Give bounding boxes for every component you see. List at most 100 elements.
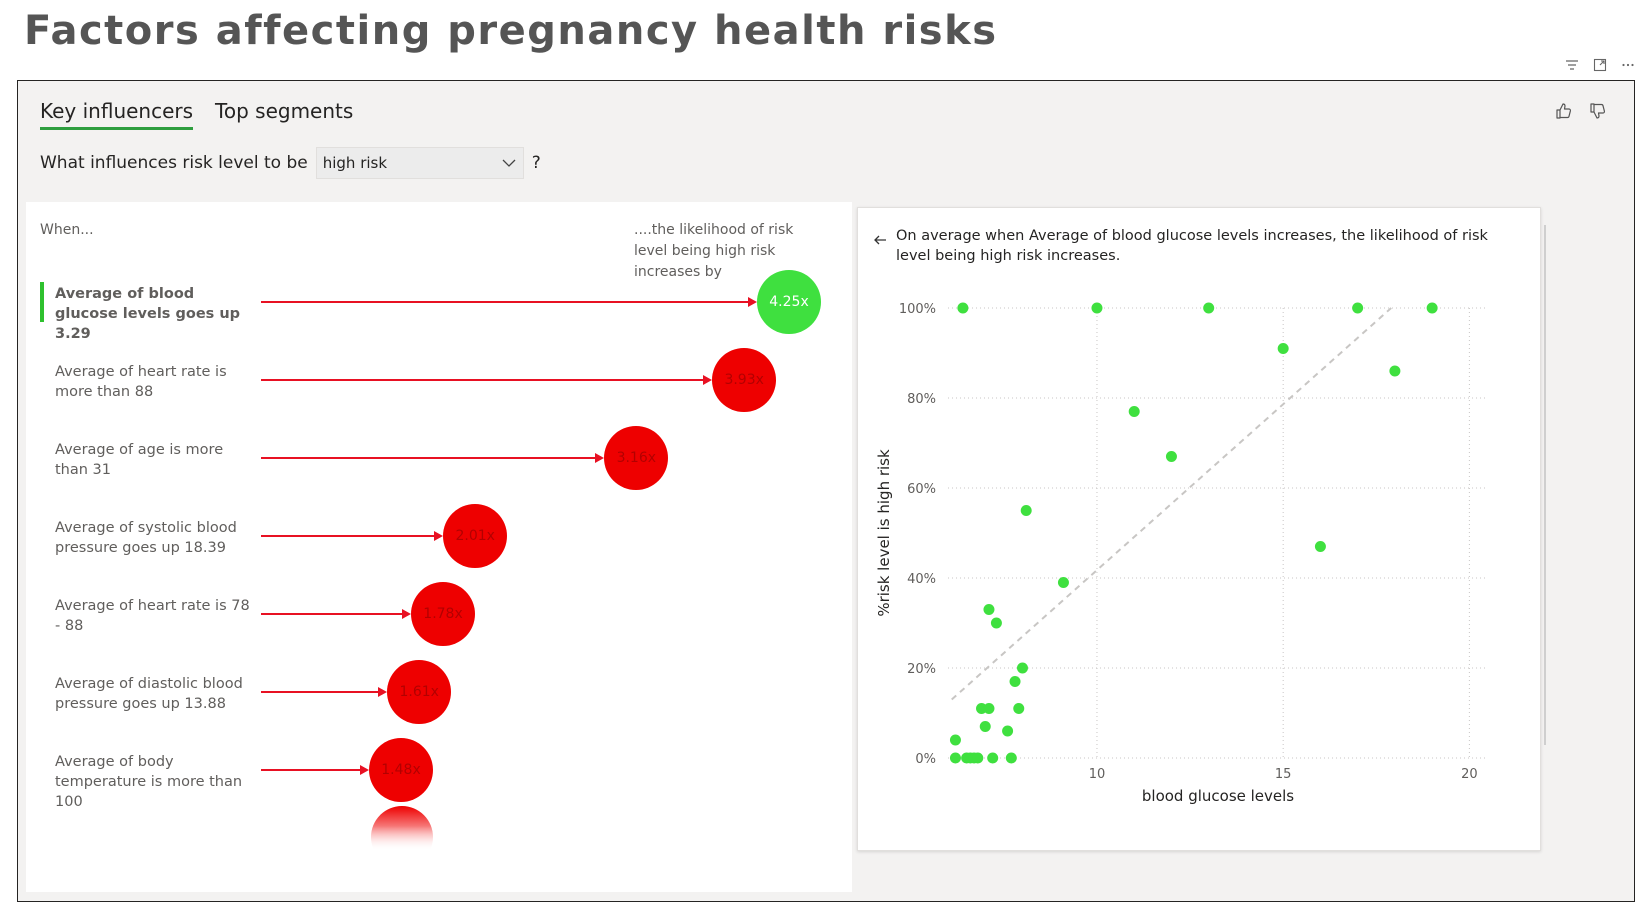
visual-header-icons	[1563, 56, 1637, 74]
scatter-point	[1009, 676, 1021, 687]
influence-bubble[interactable]: 3.16x	[604, 426, 669, 490]
influencer-label: Average of heart rate is more than 88	[55, 364, 227, 400]
thumbs-down-icon[interactable]	[1588, 101, 1608, 121]
influencer-label: Average of diastolic blood pressure goes…	[55, 676, 243, 712]
y-tick-label: 80%	[907, 392, 936, 407]
scatter-point	[1389, 365, 1401, 377]
arrowhead	[748, 297, 757, 307]
scatter-point	[1314, 541, 1326, 552]
arrowhead	[360, 765, 369, 775]
arrowhead	[595, 453, 605, 463]
influence-arrow-line	[261, 769, 361, 771]
scatter-point	[983, 703, 995, 714]
scatter-point	[1020, 505, 1032, 516]
influencers-list-panel: When... ....the likelihood of risk level…	[26, 202, 852, 892]
question-suffix: ?	[531, 153, 541, 173]
arrowhead	[402, 609, 412, 619]
likelihood-label: ....the likelihood of risk level being h…	[634, 222, 794, 280]
scatter-chart: 0% 20% 40% 60% 80% 100% 10 15 20 blood glucose le…	[875, 302, 1488, 805]
influencer-row[interactable]: Average of body temperature is more than…	[26, 738, 852, 822]
influencer-label: Average of heart rate is 78 - 88	[55, 598, 250, 634]
back-arrow-icon[interactable]	[872, 232, 888, 248]
scatter-point	[957, 302, 969, 314]
influence-bubble[interactable]: 4.25x	[757, 270, 821, 334]
scatter-point	[1005, 752, 1017, 764]
influence-arrow-line	[261, 535, 436, 537]
visual-tabs: Key influencers Top segments	[40, 99, 353, 130]
y-tick-label: 0%	[915, 752, 936, 767]
detail-panel: On average when Average of blood glucose…	[857, 207, 1541, 851]
influence-arrow-line	[261, 379, 705, 381]
x-tick-label: 20	[1461, 767, 1478, 782]
scatter-point	[990, 617, 1002, 629]
arrowhead	[434, 531, 444, 541]
influencer-label: Average of systolic blood pressure goes …	[55, 520, 237, 556]
scrollbar[interactable]	[1544, 225, 1546, 745]
scatter-point	[979, 721, 991, 732]
influencer-label: Average of age is more than 31	[55, 442, 224, 478]
influence-bubble[interactable]: 3.93x	[712, 348, 777, 412]
influencer-row[interactable]: Average of age is more than 31 3.16x	[26, 426, 852, 510]
influencer-row[interactable]: Average of heart rate is 78 - 88 1.78x	[26, 582, 852, 666]
influence-bubble[interactable]: 1.48x	[369, 738, 433, 802]
focus-mode-icon[interactable]	[1591, 56, 1609, 74]
influence-arrow-line	[261, 457, 597, 459]
more-options-icon[interactable]	[1619, 56, 1637, 74]
thumbs-up-icon[interactable]	[1554, 101, 1574, 121]
scatter-point	[983, 604, 995, 615]
influence-bubble[interactable]: 1.61x	[387, 660, 452, 724]
scatter-point	[1165, 451, 1177, 462]
scatter-point	[1013, 703, 1025, 714]
influencer-label: Average of body temperature is more than…	[55, 754, 243, 810]
y-tick-label: 60%	[907, 482, 936, 497]
scatter-point	[1016, 662, 1028, 674]
scatter-point	[972, 752, 984, 764]
scatter-point	[1277, 343, 1289, 354]
scatter-point	[1426, 302, 1438, 314]
influence-arrow-line	[261, 301, 749, 303]
list-fade-overlay	[26, 826, 852, 892]
influencer-row[interactable]: Average of blood glucose levels goes up …	[26, 270, 852, 354]
tab-key-influencers[interactable]: Key influencers	[40, 99, 194, 130]
scatter-point	[1203, 302, 1215, 314]
influence-bubble[interactable]: 1.78x	[411, 582, 476, 646]
scatter-point	[987, 752, 999, 764]
x-tick-label: 15	[1275, 767, 1292, 782]
y-tick-label: 100%	[899, 302, 936, 317]
page-title: Factors affecting pregnancy health risks	[24, 8, 998, 54]
key-influencers-visual: Key influencers Top segments What influe…	[17, 80, 1635, 902]
influence-bubble[interactable]: 2.01x	[443, 504, 508, 568]
feedback-buttons	[1554, 101, 1608, 121]
arrowhead	[703, 375, 713, 385]
question-prefix: What influences risk level to be	[40, 153, 308, 173]
influencer-label: Average of blood glucose levels goes up …	[55, 286, 241, 342]
scatter-point	[1128, 406, 1140, 417]
trend-line	[951, 307, 1392, 701]
scatter-point	[1352, 302, 1364, 314]
x-axis-label: blood glucose levels	[1142, 787, 1294, 805]
influence-arrow-line	[261, 613, 404, 615]
arrowhead	[378, 687, 388, 697]
tab-top-segments[interactable]: Top segments	[215, 99, 354, 123]
y-tick-label: 40%	[907, 572, 936, 587]
x-tick-label: 10	[1089, 767, 1106, 782]
scatter-point	[949, 734, 961, 746]
influence-arrow-line	[261, 691, 380, 693]
scatter-point	[1091, 302, 1103, 314]
chevron-down-icon	[502, 159, 516, 167]
filter-icon[interactable]	[1563, 56, 1581, 74]
y-axis-label: %risk level is high risk	[875, 449, 893, 617]
scatter-point	[1002, 725, 1014, 737]
explanation-text: On average when Average of blood glucose…	[896, 228, 1488, 264]
selected-indicator	[40, 282, 44, 322]
influencer-row[interactable]: Average of systolic blood pressure goes …	[26, 504, 852, 588]
scatter-point	[949, 752, 961, 764]
risk-level-dropdown[interactable]: high risk	[315, 147, 524, 179]
influencer-row[interactable]: Average of diastolic blood pressure goes…	[26, 660, 852, 744]
influence-question: What influences risk level to be high ri…	[40, 147, 541, 179]
dropdown-value: high risk	[322, 154, 388, 172]
when-label: When...	[40, 222, 94, 238]
y-tick-label: 20%	[907, 662, 936, 677]
scatter-point	[1057, 577, 1069, 588]
influencer-row[interactable]: Average of heart rate is more than 88 3.9…	[26, 348, 852, 432]
